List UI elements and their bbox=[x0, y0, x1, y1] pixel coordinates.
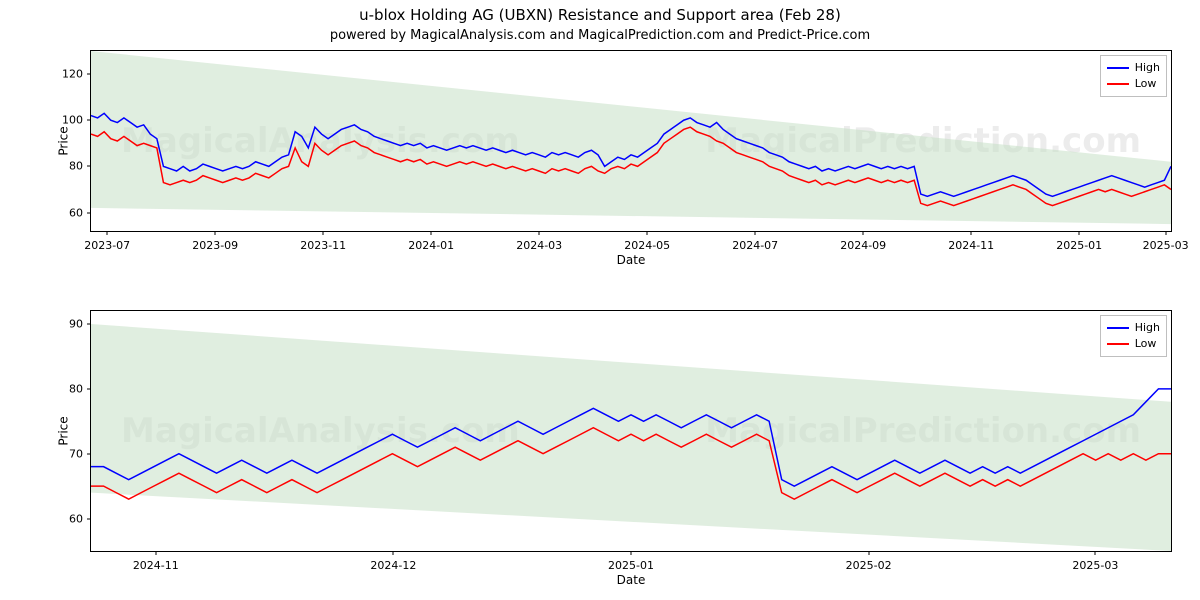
x-tick-label: 2025-03 bbox=[1072, 559, 1118, 572]
y-tick-label: 80 bbox=[69, 160, 83, 173]
top-chart-axes: Price Date High Low MagicalAnalysis.com … bbox=[90, 50, 1172, 232]
x-tick-label: 2025-02 bbox=[846, 559, 892, 572]
x-tick-label: 2024-09 bbox=[840, 239, 886, 252]
y-tick-label: 120 bbox=[62, 68, 83, 81]
x-tick-label: 2025-01 bbox=[1056, 239, 1102, 252]
y-tick-label: 100 bbox=[62, 114, 83, 127]
bottom-chart-axes: Price Date High Low MagicalAnalysis.com … bbox=[90, 310, 1172, 552]
top-y-axis-label: Price bbox=[57, 126, 71, 155]
chart-title: u-blox Holding AG (UBXN) Resistance and … bbox=[0, 6, 1200, 24]
top-x-axis-label: Date bbox=[617, 253, 646, 267]
bottom-chart-plot bbox=[91, 311, 1171, 551]
x-tick-label: 2023-07 bbox=[84, 239, 130, 252]
y-tick-label: 60 bbox=[69, 512, 83, 525]
y-tick-label: 60 bbox=[69, 206, 83, 219]
x-tick-label: 2023-09 bbox=[192, 239, 238, 252]
x-tick-label: 2024-05 bbox=[624, 239, 670, 252]
bottom-y-axis-label: Price bbox=[57, 416, 71, 445]
figure: u-blox Holding AG (UBXN) Resistance and … bbox=[0, 0, 1200, 600]
bottom-x-axis-label: Date bbox=[617, 573, 646, 587]
x-tick-label: 2023-11 bbox=[300, 239, 346, 252]
x-tick-label: 2025-01 bbox=[608, 559, 654, 572]
x-tick-label: 2024-11 bbox=[948, 239, 994, 252]
x-tick-label: 2024-07 bbox=[732, 239, 778, 252]
x-tick-label: 2024-12 bbox=[370, 559, 416, 572]
y-tick-label: 90 bbox=[69, 317, 83, 330]
top-chart-plot bbox=[91, 51, 1171, 231]
x-tick-label: 2024-01 bbox=[408, 239, 454, 252]
chart-subtitle: powered by MagicalAnalysis.com and Magic… bbox=[0, 28, 1200, 43]
x-tick-label: 2024-03 bbox=[516, 239, 562, 252]
x-tick-label: 2025-03 bbox=[1143, 239, 1189, 252]
y-tick-label: 80 bbox=[69, 382, 83, 395]
x-tick-label: 2024-11 bbox=[133, 559, 179, 572]
y-tick-label: 70 bbox=[69, 447, 83, 460]
